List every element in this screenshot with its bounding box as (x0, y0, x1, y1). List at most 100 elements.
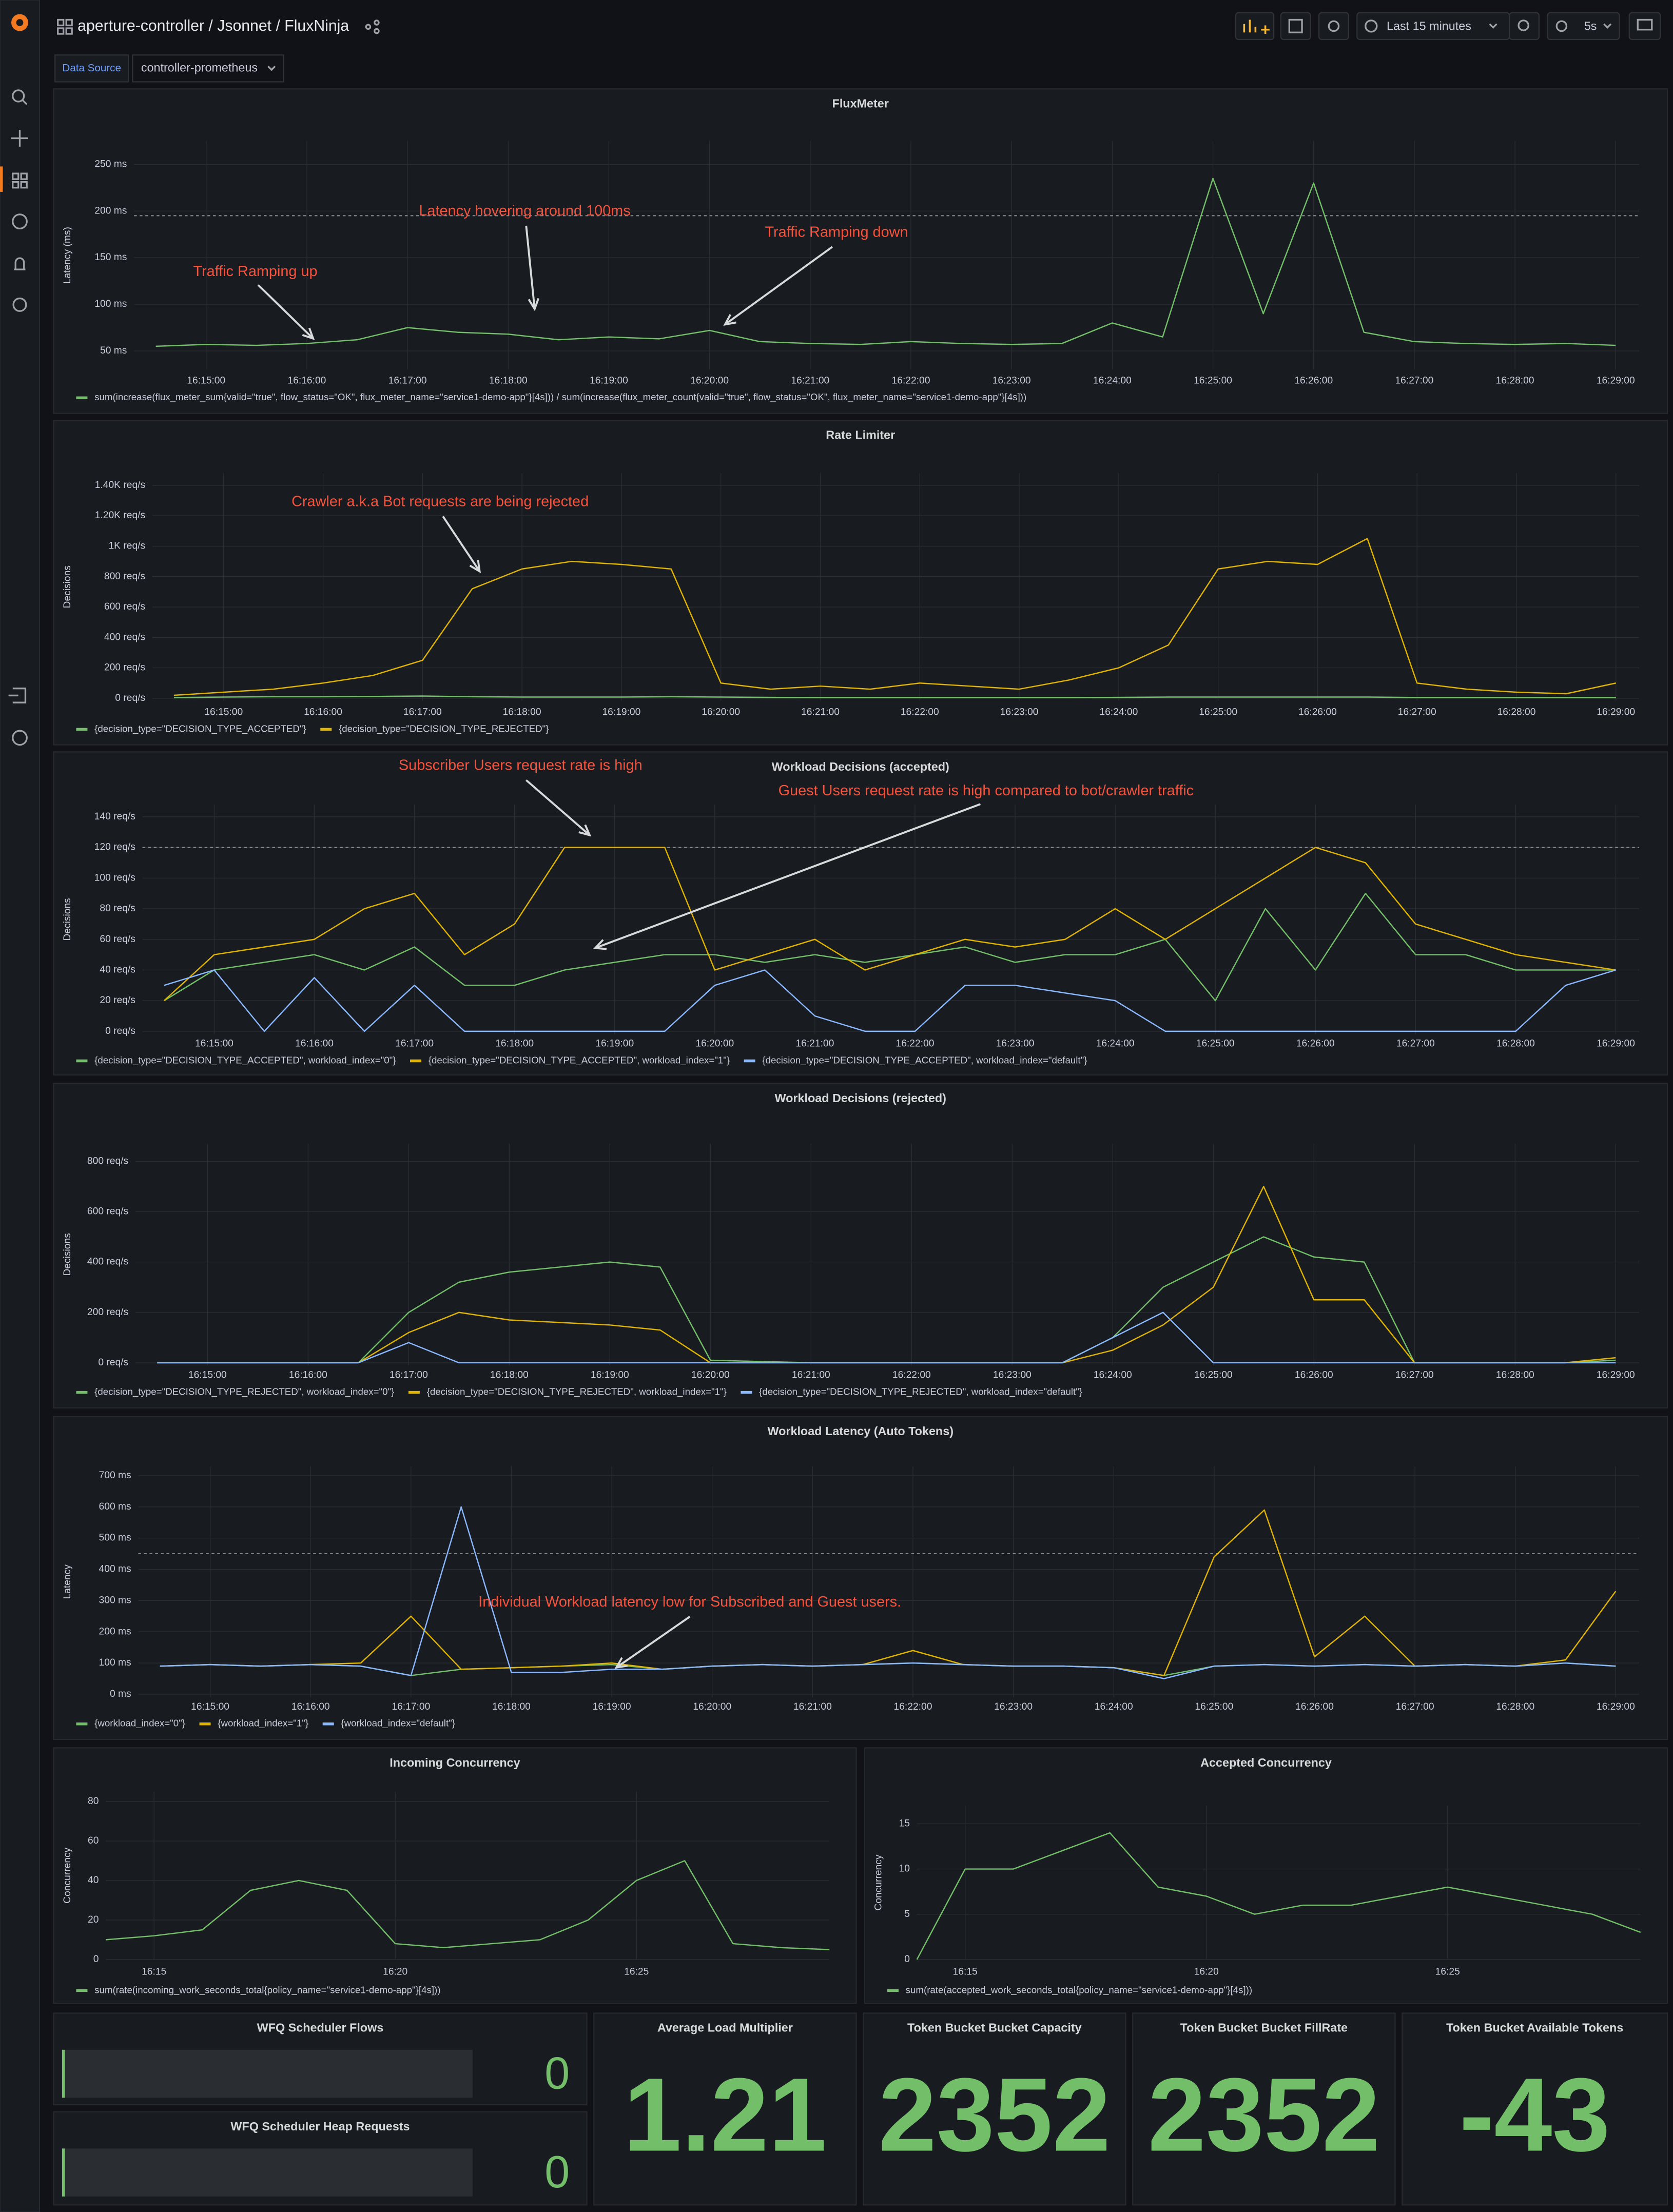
chevron (1489, 23, 1497, 29)
refresh-picker[interactable] (1547, 12, 1620, 41)
stat-title: WFQ Scheduler Flows (257, 2021, 384, 2034)
x-tick-label: 16:18:00 (503, 707, 541, 718)
clock-icon (1365, 19, 1378, 33)
x-tick-label: 16:28:00 (1496, 1039, 1535, 1049)
x-tick-label: 16:20:00 (691, 1370, 730, 1381)
annotation-arrow (724, 246, 833, 325)
stat-value: 0 (544, 2047, 570, 2098)
x-tick-label: 16:25:00 (1195, 1701, 1233, 1712)
signin-icon[interactable] (8, 688, 27, 703)
explore-icon[interactable] (12, 213, 28, 230)
x-tick-label: 16:16:00 (287, 375, 326, 386)
series-line (106, 1860, 830, 1950)
panel: Workload Latency (Auto Tokens) Latency 0 m… (53, 1416, 1668, 1740)
dashboards-icon[interactable] (12, 172, 28, 189)
annotation-arrow (526, 779, 591, 836)
dashboard-icon (57, 18, 73, 35)
settings-icon (1328, 20, 1340, 32)
variable-select[interactable] (132, 54, 284, 83)
x-tick-label: 16:16:00 (289, 1370, 327, 1381)
y-tick-label: 20 (88, 1914, 99, 1925)
legend-swatch (410, 1059, 422, 1063)
x-tick-label: 16:18:00 (489, 375, 528, 386)
config-icon[interactable] (12, 297, 27, 312)
arrow-head (593, 939, 607, 950)
stat-title: Token Bucket Bucket Capacity (907, 2021, 1082, 2034)
y-tick-label: 150 ms (94, 252, 127, 263)
alerting-icon[interactable] (14, 257, 26, 270)
y-axis-label: Latency (ms) (62, 227, 73, 284)
tv-mode-button[interactable] (1628, 12, 1661, 41)
x-tick-label: 16:22:00 (892, 1370, 931, 1381)
x-tick-label: 16:25:00 (1194, 1370, 1233, 1381)
legend-label: sum(increase(flux_meter_sum{valid="true"… (94, 391, 1026, 403)
panel: Rate Limiter Decisions 0 req/s 200 req/s 400… (53, 420, 1668, 746)
legend-label: {decision_type="DECISION_TYPE_REJECTED",… (759, 1386, 1082, 1398)
x-tick-label: 16:27:00 (1396, 1039, 1435, 1049)
y-tick-label: 100 req/s (94, 872, 135, 883)
zoom-out-button[interactable] (1509, 12, 1540, 41)
y-tick-label: 0 (904, 1954, 910, 1965)
legend-swatch (744, 1059, 755, 1063)
legend-swatch (408, 1391, 420, 1394)
x-tick-label: 16:15:00 (204, 707, 243, 718)
panel-frame (593, 2012, 857, 2206)
annotation-arrow (595, 803, 981, 949)
x-tick-label: 16:24:00 (1099, 707, 1138, 718)
x-tick-label: 16:20 (1194, 1967, 1219, 1978)
sidebar-icons (0, 89, 28, 746)
x-tick-label: 16:15 (953, 1967, 978, 1978)
x-tick-label: 16:20:00 (702, 707, 740, 718)
panel-frame (1402, 2012, 1668, 2206)
y-axis-label: Decisions (62, 898, 73, 941)
stat-title: WFQ Scheduler Heap Requests (230, 2120, 410, 2133)
help-icon[interactable] (12, 730, 28, 746)
stat-panel: Average Load Multiplier 1.21 (593, 2012, 857, 2206)
y-tick-label: 0 req/s (98, 1357, 128, 1368)
x-tick-label: 16:22:00 (894, 1701, 932, 1712)
settings-button[interactable] (1318, 12, 1349, 41)
search-icon[interactable] (12, 89, 25, 103)
legend-label: {decision_type="DECISION_TYPE_ACCEPTED",… (94, 1054, 396, 1066)
arrow-head (528, 298, 540, 311)
x-tick-label: 16:26:00 (1296, 1039, 1335, 1049)
time-picker-label: Last 15 minutes (1387, 19, 1471, 32)
add-panel-icon (1243, 19, 1270, 34)
x-tick-label: 16:28:00 (1496, 1370, 1534, 1381)
x-tick-label: 16:23:00 (993, 1370, 1032, 1381)
panel-frame (53, 751, 1668, 1076)
create-icon[interactable] (11, 129, 28, 147)
annotation: Latency hovering around 100ms (419, 203, 630, 219)
x-tick-label: 16:20:00 (693, 1701, 731, 1712)
legend-label: sum(rate(accepted_work_seconds_total{pol… (906, 1984, 1252, 1995)
y-tick-label: 20 req/s (100, 995, 135, 1006)
refresh-icon (1555, 20, 1568, 32)
stat-value: 2352 (1148, 2057, 1380, 2174)
stat-panel: WFQ Scheduler Flows 0 (53, 2012, 588, 2106)
y-tick-label: 400 req/s (104, 632, 145, 642)
x-tick-label: 16:23:00 (993, 375, 1031, 386)
x-tick-label: 16:19:00 (602, 707, 640, 718)
y-tick-label: 800 req/s (104, 571, 145, 582)
y-tick-label: 120 req/s (94, 842, 135, 853)
y-tick-label: 700 ms (99, 1470, 131, 1481)
annotation: Guest Users request rate is high compare… (779, 782, 1194, 799)
y-axis-label: Concurrency (873, 1854, 884, 1910)
series-line (916, 1832, 1641, 1960)
annotation: Traffic Ramping down (765, 224, 908, 240)
legend-swatch (76, 1391, 88, 1394)
share-icon[interactable] (365, 19, 380, 34)
x-tick-label: 16:16:00 (291, 1701, 330, 1712)
stat-value: 1.21 (624, 2057, 827, 2174)
x-tick-label: 16:18:00 (492, 1701, 531, 1712)
save-button[interactable] (1280, 12, 1311, 41)
legend-label: {decision_type="DECISION_TYPE_REJECTED",… (427, 1386, 727, 1398)
breadcrumb[interactable]: aperture-controller / Jsonnet / FluxNinj… (77, 17, 349, 34)
y-tick-label: 60 req/s (100, 934, 135, 945)
legend-label: {decision_type="DECISION_TYPE_REJECTED",… (94, 1386, 394, 1398)
series-line (164, 892, 1616, 1002)
legend-label: {decision_type="DECISION_TYPE_REJECTED"} (339, 723, 549, 734)
y-tick-label: 600 req/s (104, 601, 145, 612)
add-panel-button[interactable] (1235, 12, 1275, 41)
y-tick-label: 100 ms (99, 1657, 131, 1668)
